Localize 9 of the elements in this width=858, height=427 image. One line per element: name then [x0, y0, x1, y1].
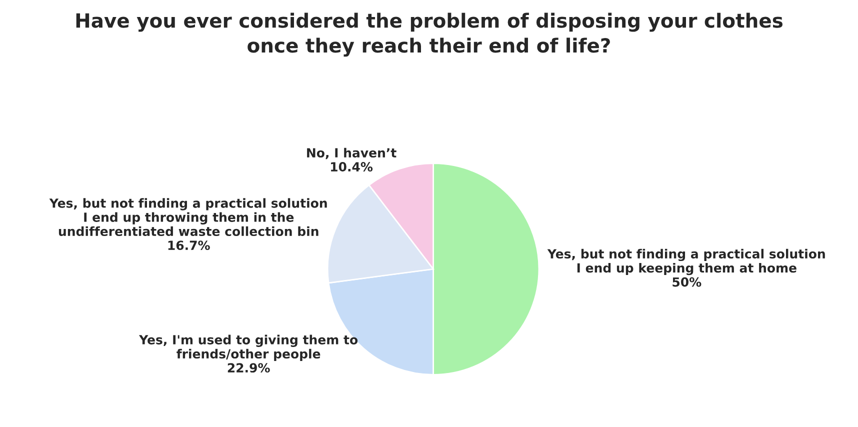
slice-label: No, I haven’t	[307, 148, 396, 160]
data-label: 22.9%	[228, 363, 270, 373]
chart-title: Have you ever considered the problem of disposing your clothes once they reach their end of life?	[76, 12, 783, 57]
slice-label: Yes, but not finding a practical solution I end up keeping them at home	[547, 248, 825, 276]
slice-label: Yes, I'm used to giving them to friends/other people	[138, 334, 358, 361]
slice-label: Yes, but not finding a practical solution I end up throwing them in the undifferentiated waste collection bin	[49, 198, 327, 236]
data-label: 16.7%	[168, 240, 210, 250]
data-label: 10.4%	[331, 162, 373, 172]
data-label: 50%	[672, 277, 702, 287]
